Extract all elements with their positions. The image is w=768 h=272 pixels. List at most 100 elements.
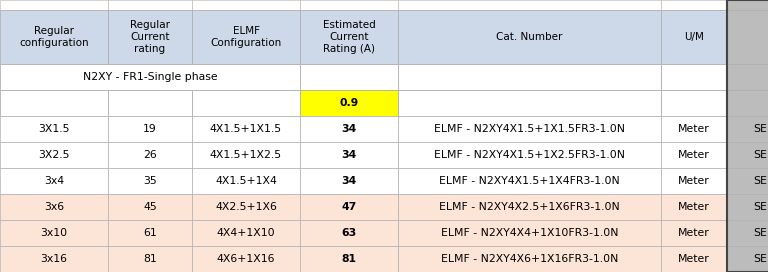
Bar	[661, 116, 727, 142]
Bar	[108, 0, 192, 10]
Bar	[661, 220, 727, 246]
Text: Meter: Meter	[678, 124, 710, 134]
Text: Meter: Meter	[678, 254, 710, 264]
Bar	[0, 0, 108, 10]
Bar	[727, 194, 768, 220]
Bar	[661, 142, 727, 168]
Text: 34: 34	[341, 150, 356, 160]
Bar	[727, 168, 768, 194]
Text: ELMF - N2XY4X1.5+1X2.5FR3-1.0N: ELMF - N2XY4X1.5+1X2.5FR3-1.0N	[434, 150, 625, 160]
Text: 47: 47	[341, 202, 356, 212]
Bar	[0, 246, 108, 272]
Text: 35: 35	[143, 176, 157, 186]
Bar	[300, 168, 398, 194]
Text: 4X4+1X10: 4X4+1X10	[217, 228, 275, 238]
Text: Estimated
Current
Rating (A): Estimated Current Rating (A)	[323, 20, 376, 54]
Text: 63: 63	[341, 228, 356, 238]
Bar	[398, 142, 661, 168]
Bar	[108, 220, 192, 246]
Text: 45: 45	[143, 202, 157, 212]
Bar	[108, 90, 192, 116]
Text: SEMLFFR13011: SEMLFFR13011	[753, 150, 768, 160]
Bar	[300, 0, 398, 10]
Text: Meter: Meter	[678, 228, 710, 238]
Bar	[727, 64, 768, 90]
Text: 4X6+1X16: 4X6+1X16	[217, 254, 275, 264]
Bar	[727, 116, 768, 142]
Bar	[300, 194, 398, 220]
Bar	[108, 142, 192, 168]
Text: Regular
Current
rating: Regular Current rating	[130, 20, 170, 54]
Text: U/M: U/M	[684, 32, 704, 42]
Text: 3X1.5: 3X1.5	[38, 124, 70, 134]
Bar	[398, 246, 661, 272]
Text: 0.9: 0.9	[339, 98, 359, 108]
Text: 4X2.5+1X6: 4X2.5+1X6	[215, 202, 277, 212]
Text: 19: 19	[143, 124, 157, 134]
Text: ELMF - N2XY4X2.5+1X6FR3-1.0N: ELMF - N2XY4X2.5+1X6FR3-1.0N	[439, 202, 620, 212]
Text: 4X1.5+1X4: 4X1.5+1X4	[215, 176, 277, 186]
Text: 4X1.5+1X2.5: 4X1.5+1X2.5	[210, 150, 282, 160]
Text: ELMF - N2XY4X4+1X10FR3-1.0N: ELMF - N2XY4X4+1X10FR3-1.0N	[441, 228, 618, 238]
Bar	[727, 90, 768, 116]
Bar	[398, 220, 661, 246]
Bar	[398, 10, 661, 64]
Text: N2XY - FR1-Single phase: N2XY - FR1-Single phase	[83, 72, 217, 82]
Bar	[192, 194, 300, 220]
Bar	[0, 142, 108, 168]
Text: SEMLFFR13014: SEMLFFR13014	[753, 228, 768, 238]
Bar	[300, 90, 398, 116]
Text: Meter: Meter	[678, 202, 710, 212]
Bar	[192, 10, 300, 64]
Text: 81: 81	[342, 254, 356, 264]
Bar	[661, 10, 727, 64]
Bar	[192, 220, 300, 246]
Text: Cat. Number: Cat. Number	[496, 32, 563, 42]
Text: ELMF
Configuration: ELMF Configuration	[210, 26, 282, 48]
Text: Regular
configuration: Regular configuration	[19, 26, 89, 48]
Bar	[108, 116, 192, 142]
Text: 34: 34	[341, 176, 356, 186]
Bar	[192, 168, 300, 194]
Text: 3x4: 3x4	[44, 176, 64, 186]
Text: SEMLFFR13010: SEMLFFR13010	[753, 124, 768, 134]
Bar	[0, 10, 108, 64]
Bar	[661, 168, 727, 194]
Bar	[192, 0, 300, 10]
Bar	[661, 0, 727, 10]
Bar	[192, 142, 300, 168]
Bar	[108, 246, 192, 272]
Text: ELMF - N2XY4X1.5+1X1.5FR3-1.0N: ELMF - N2XY4X1.5+1X1.5FR3-1.0N	[434, 124, 625, 134]
Bar	[0, 194, 108, 220]
Text: 3X2.5: 3X2.5	[38, 150, 70, 160]
Text: ELMF - N2XY4X1.5+1X4FR3-1.0N: ELMF - N2XY4X1.5+1X4FR3-1.0N	[439, 176, 620, 186]
Bar	[108, 194, 192, 220]
Text: 81: 81	[143, 254, 157, 264]
Text: Meter: Meter	[678, 150, 710, 160]
Text: 3x6: 3x6	[44, 202, 64, 212]
Bar	[398, 90, 661, 116]
Bar	[727, 0, 768, 272]
Text: SEMLFFR13012: SEMLFFR13012	[753, 176, 768, 186]
Bar	[661, 90, 727, 116]
Bar	[661, 64, 727, 90]
Bar	[0, 90, 108, 116]
Text: SEMLFFR13013: SEMLFFR13013	[753, 202, 768, 212]
Text: 4X1.5+1X1.5: 4X1.5+1X1.5	[210, 124, 282, 134]
Bar	[398, 0, 661, 10]
Text: 26: 26	[143, 150, 157, 160]
Bar	[300, 64, 398, 90]
Bar	[727, 10, 768, 64]
Bar	[300, 142, 398, 168]
Bar	[661, 246, 727, 272]
Bar	[398, 194, 661, 220]
Bar	[727, 220, 768, 246]
Bar	[192, 116, 300, 142]
Bar	[0, 168, 108, 194]
Bar	[0, 116, 108, 142]
Bar	[300, 116, 398, 142]
Text: ELMF - N2XY4X6+1X16FR3-1.0N: ELMF - N2XY4X6+1X16FR3-1.0N	[441, 254, 618, 264]
Bar	[727, 246, 768, 272]
Bar	[398, 116, 661, 142]
Bar	[727, 0, 768, 10]
